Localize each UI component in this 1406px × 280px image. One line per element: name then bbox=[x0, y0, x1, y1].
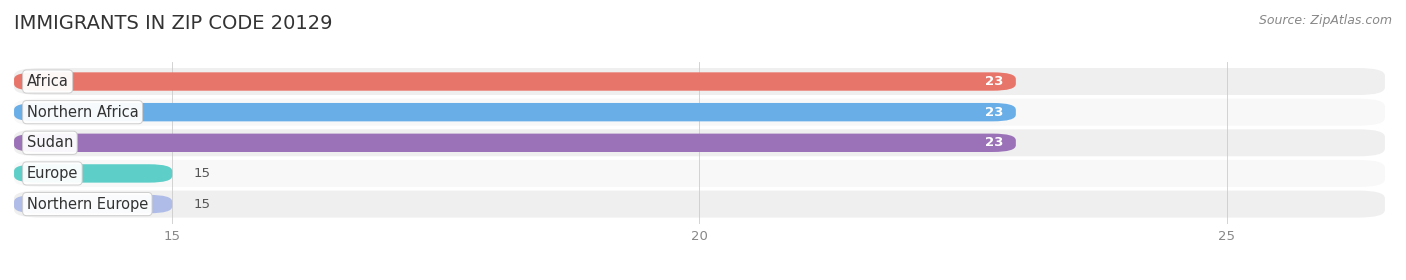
Text: IMMIGRANTS IN ZIP CODE 20129: IMMIGRANTS IN ZIP CODE 20129 bbox=[14, 14, 333, 33]
FancyBboxPatch shape bbox=[14, 72, 1015, 91]
Text: 23: 23 bbox=[984, 136, 1004, 149]
FancyBboxPatch shape bbox=[14, 129, 1385, 156]
FancyBboxPatch shape bbox=[14, 191, 1385, 218]
FancyBboxPatch shape bbox=[14, 164, 172, 183]
FancyBboxPatch shape bbox=[14, 134, 1015, 152]
Text: 15: 15 bbox=[193, 167, 211, 180]
FancyBboxPatch shape bbox=[14, 195, 172, 213]
Text: 23: 23 bbox=[984, 75, 1004, 88]
Text: Europe: Europe bbox=[27, 166, 79, 181]
Text: Africa: Africa bbox=[27, 74, 69, 89]
FancyBboxPatch shape bbox=[14, 160, 1385, 187]
Text: 15: 15 bbox=[193, 198, 211, 211]
FancyBboxPatch shape bbox=[14, 99, 1385, 126]
FancyBboxPatch shape bbox=[14, 68, 1385, 95]
Text: Northern Europe: Northern Europe bbox=[27, 197, 148, 212]
Text: Source: ZipAtlas.com: Source: ZipAtlas.com bbox=[1258, 14, 1392, 27]
Text: Northern Africa: Northern Africa bbox=[27, 105, 138, 120]
FancyBboxPatch shape bbox=[14, 103, 1015, 121]
Text: 23: 23 bbox=[984, 106, 1004, 119]
Text: Sudan: Sudan bbox=[27, 135, 73, 150]
